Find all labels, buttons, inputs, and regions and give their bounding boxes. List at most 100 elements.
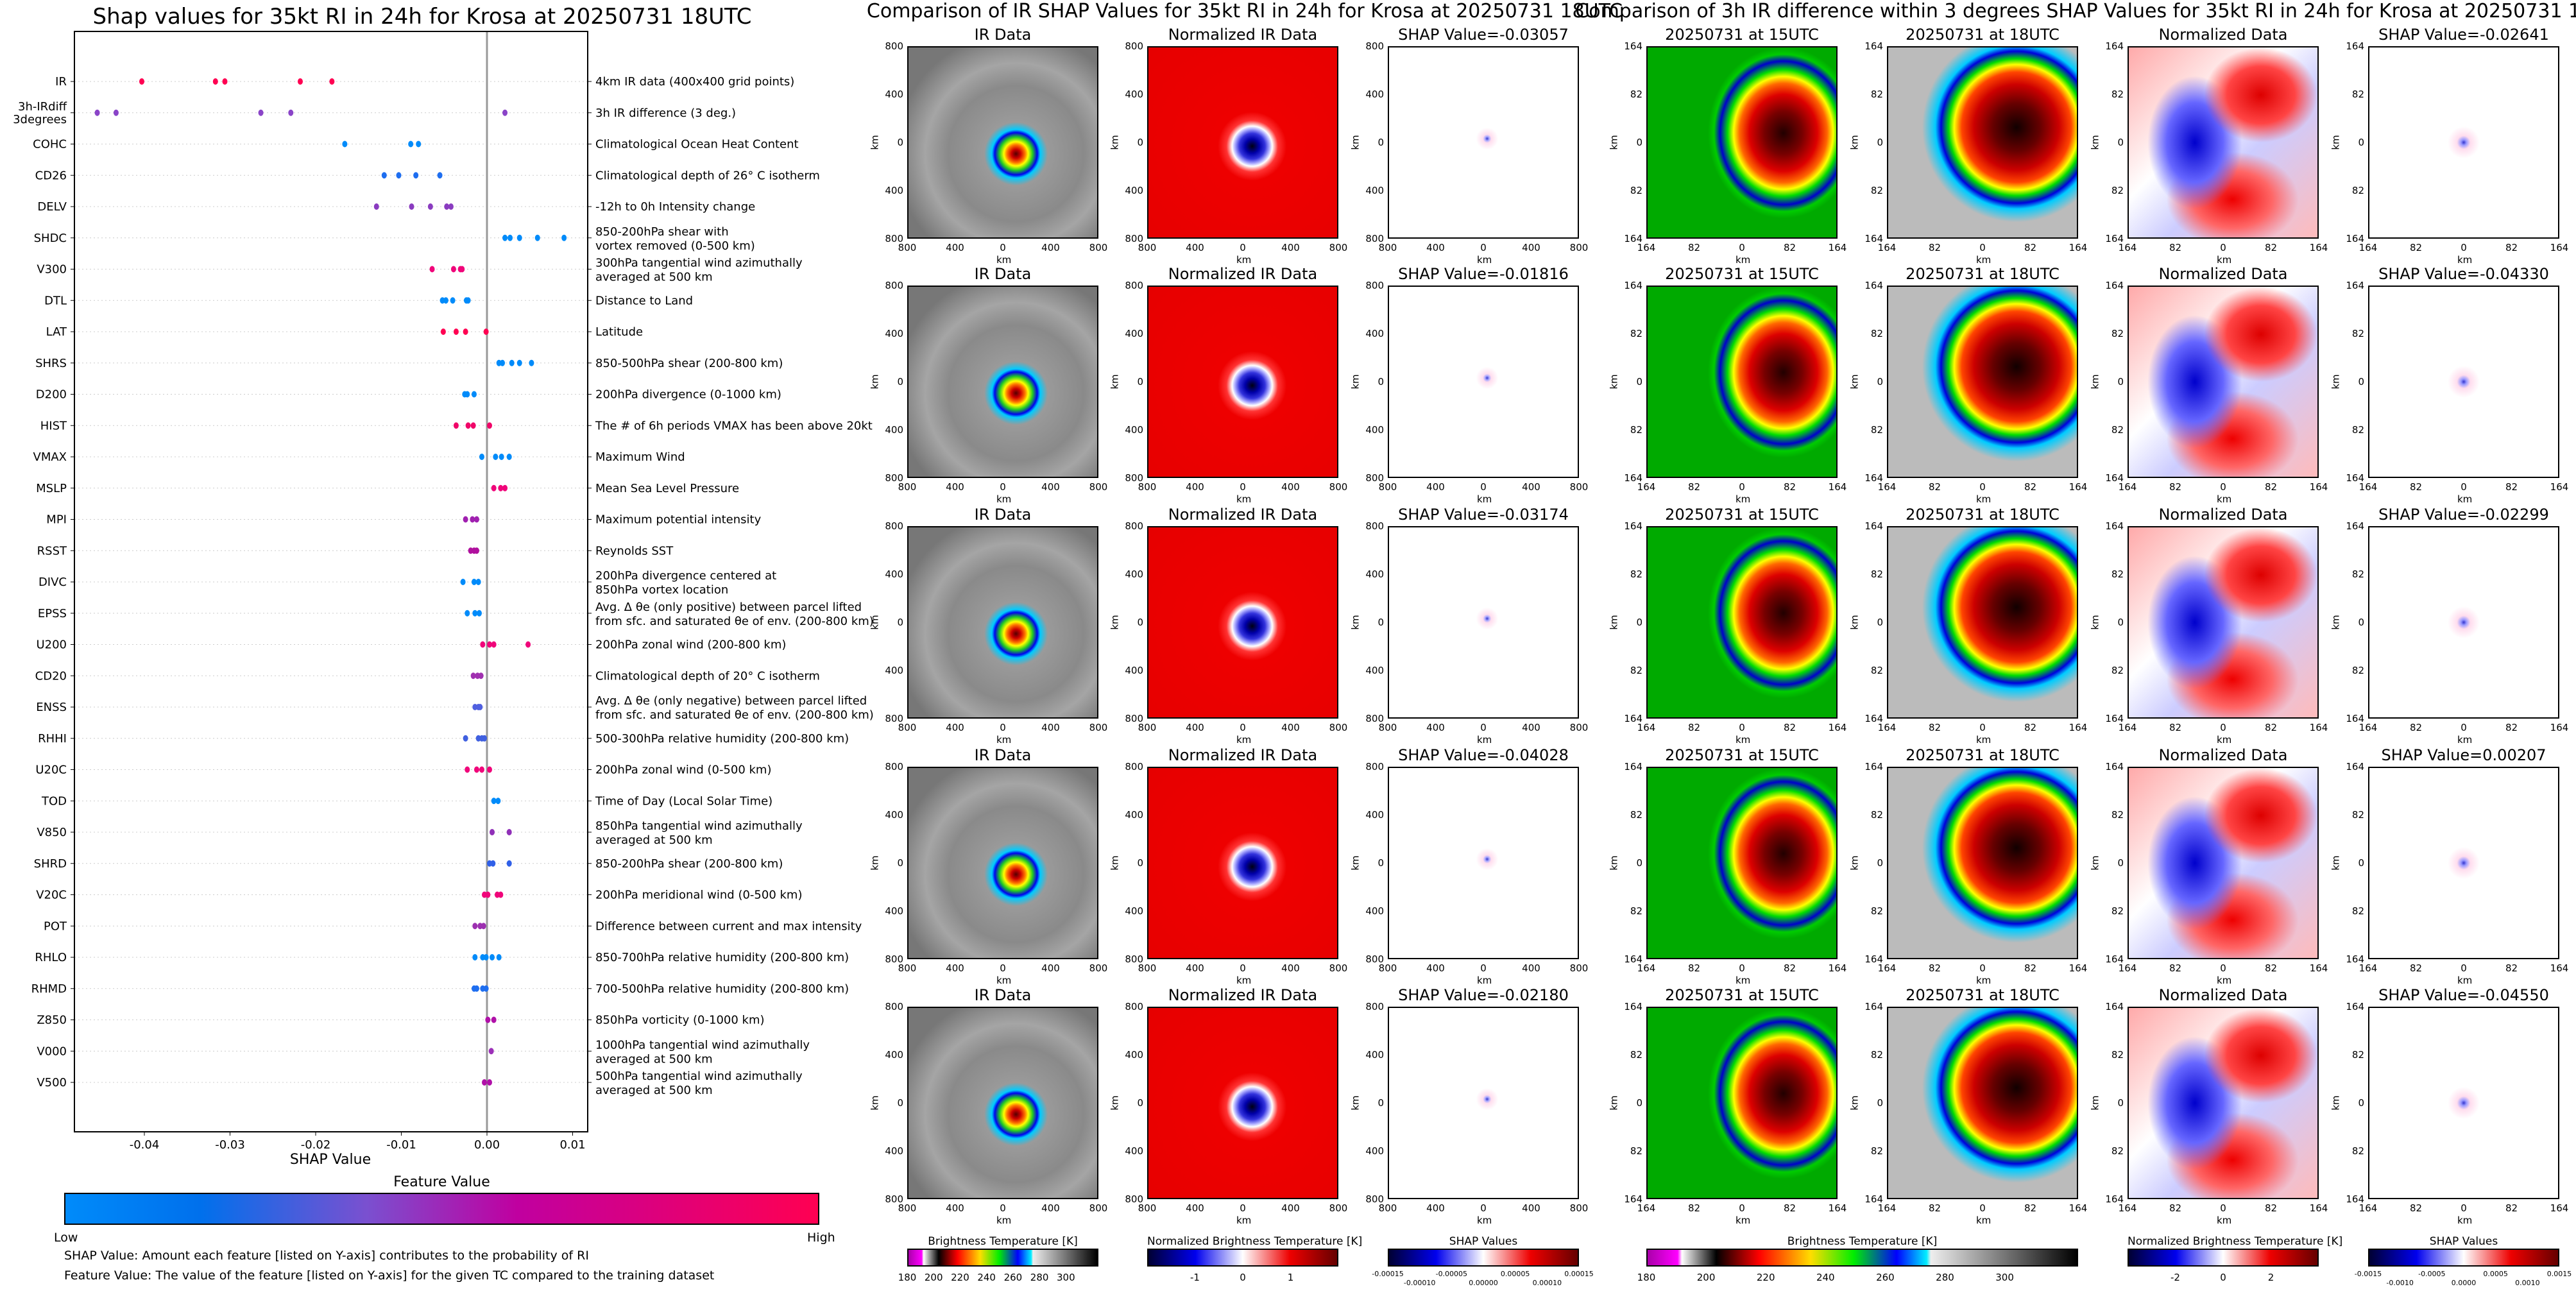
shap-value-title: SHAP Value=-0.04330 xyxy=(2378,265,2549,283)
y-axis-label: km xyxy=(869,374,881,389)
y-axis-label: km xyxy=(1349,135,1361,150)
shap-dot xyxy=(491,1016,497,1023)
satellite-image xyxy=(1646,286,1838,478)
feature-description: 200hPa zonal wind (200-800 km) xyxy=(595,638,786,652)
shap-dot xyxy=(498,891,504,898)
x-tick-label: 164 xyxy=(1877,1202,1897,1214)
feature-label: V300 xyxy=(37,263,67,277)
feature-description: 700-500hPa relative humidity (200-800 km… xyxy=(595,982,849,996)
y-tick-label: 0 xyxy=(1636,376,1642,388)
x-tick-label: 800 xyxy=(1569,481,1589,493)
shap-dot xyxy=(480,641,486,648)
shap-dot xyxy=(416,141,422,148)
x-tick-label: 800 xyxy=(1569,1202,1589,1214)
shap-dot xyxy=(408,141,414,148)
y-tick-label: 800 xyxy=(1125,1193,1143,1205)
colorbar-tick-label: -0.0005 xyxy=(2418,1270,2446,1278)
feature-label: DELV xyxy=(37,200,67,214)
feature-label: U20C xyxy=(35,764,67,777)
x-axis-label: km xyxy=(1477,493,1492,505)
panel-title: 20250731 at 15UTC xyxy=(1665,986,1819,1004)
y-axis-label: km xyxy=(869,1095,881,1111)
y-tick-label: 82 xyxy=(1630,328,1642,339)
y-tick-label: 400 xyxy=(885,89,903,100)
x-tick-label: 82 xyxy=(1928,962,1941,974)
x-tick-label: 400 xyxy=(1426,962,1445,974)
y-axis-label: km xyxy=(1848,374,1861,389)
y-tick-label: 82 xyxy=(1870,1145,1883,1157)
x-tick-label: 164 xyxy=(2068,1202,2088,1214)
x-tick-label: 164 xyxy=(2550,962,2569,974)
x-tick-label: 800 xyxy=(1569,242,1589,253)
y-tick-label: 82 xyxy=(2351,328,2364,339)
x-tick-label: 82 xyxy=(2024,962,2037,974)
colorbar xyxy=(1646,1249,2078,1267)
x-tick-label: -0.02 xyxy=(301,1138,331,1152)
feature-description: Reynolds SST xyxy=(595,544,674,558)
colorbar-tick-label: 1 xyxy=(1287,1272,1294,1283)
x-tick-label: 82 xyxy=(1783,1202,1796,1214)
y-tick-label: 400 xyxy=(885,568,903,580)
x-tick-label: 164 xyxy=(1828,1202,1847,1214)
feature-label: V500 xyxy=(37,1076,67,1089)
shap-dot xyxy=(491,484,497,491)
colorbar-tick-label: 180 xyxy=(898,1272,917,1283)
feature-description: Maximum Wind xyxy=(595,450,685,464)
x-axis-label: km xyxy=(1236,254,1252,266)
shap-dot xyxy=(500,359,506,366)
feature-label: DIVC xyxy=(38,576,67,589)
feature-description: 3h IR difference (3 deg.) xyxy=(595,107,736,120)
shap-dot xyxy=(506,454,512,460)
x-tick-label: 0 xyxy=(2220,481,2226,493)
y-tick-label: 800 xyxy=(885,761,903,773)
shap-dot xyxy=(443,297,448,304)
shap-dot xyxy=(487,422,493,429)
y-tick-label: 164 xyxy=(2346,713,2364,724)
x-axis-label: km xyxy=(2457,1215,2473,1226)
y-tick-label: 82 xyxy=(2351,1145,2364,1157)
y-tick-label: 400 xyxy=(1125,665,1143,676)
y-tick-label: 82 xyxy=(2351,809,2364,821)
y-axis-label: km xyxy=(1349,855,1361,871)
y-axis-label: km xyxy=(2089,1095,2101,1111)
y-tick-label: 800 xyxy=(1365,472,1384,484)
shap-dot xyxy=(222,78,228,85)
feature-label: HIST xyxy=(40,419,67,432)
feature-description: 200hPa meridional wind (0-500 km) xyxy=(595,889,802,902)
shap-dot xyxy=(506,860,512,867)
x-tick-label: 164 xyxy=(1828,962,1847,974)
y-tick-label: 82 xyxy=(2351,185,2364,196)
x-tick-label: 800 xyxy=(1089,722,1108,733)
y-tick-label: 0 xyxy=(1137,1097,1143,1109)
x-tick-label: 400 xyxy=(946,1202,964,1214)
x-tick-label: 164 xyxy=(1828,481,1847,493)
y-tick-label: 82 xyxy=(2351,89,2364,100)
x-tick-label: 82 xyxy=(2169,242,2182,253)
y-tick-label: 164 xyxy=(2346,1001,2364,1012)
x-tick-label: 400 xyxy=(1522,242,1540,253)
x-tick-label: 800 xyxy=(1089,962,1108,974)
x-tick-label: 0 xyxy=(1240,1202,1246,1214)
x-axis-label: km xyxy=(2457,254,2473,266)
y-axis-label: km xyxy=(869,855,881,871)
y-axis-label: km xyxy=(1109,1095,1121,1111)
y-tick-label: 400 xyxy=(1365,665,1384,676)
y-tick-label: 164 xyxy=(1624,1193,1642,1205)
colorbar-title: Brightness Temperature [K] xyxy=(928,1235,1078,1248)
x-tick-label: 82 xyxy=(2409,962,2423,974)
y-tick-label: 400 xyxy=(885,809,903,821)
x-axis-label: km xyxy=(1736,975,1751,986)
y-axis-label: km xyxy=(1608,374,1620,389)
shap-dot xyxy=(502,109,508,116)
x-tick-label: 800 xyxy=(1138,481,1157,493)
colorbar-tick-label: -0.0010 xyxy=(2386,1279,2414,1287)
feature-description: Climatological Ocean Heat Content xyxy=(595,138,799,151)
y-tick-label: 164 xyxy=(2105,520,2124,532)
x-tick-label: 164 xyxy=(2068,722,2088,733)
x-tick-label: 400 xyxy=(1522,481,1540,493)
shap-dot xyxy=(483,985,489,992)
labels-layer: IR 4km IR data (400x400 grid points) 3h-IR… xyxy=(13,75,874,1152)
x-tick-label: 0 xyxy=(1480,722,1487,733)
y-tick-label: 82 xyxy=(1630,809,1642,821)
y-axis-label: km xyxy=(2089,615,2101,630)
